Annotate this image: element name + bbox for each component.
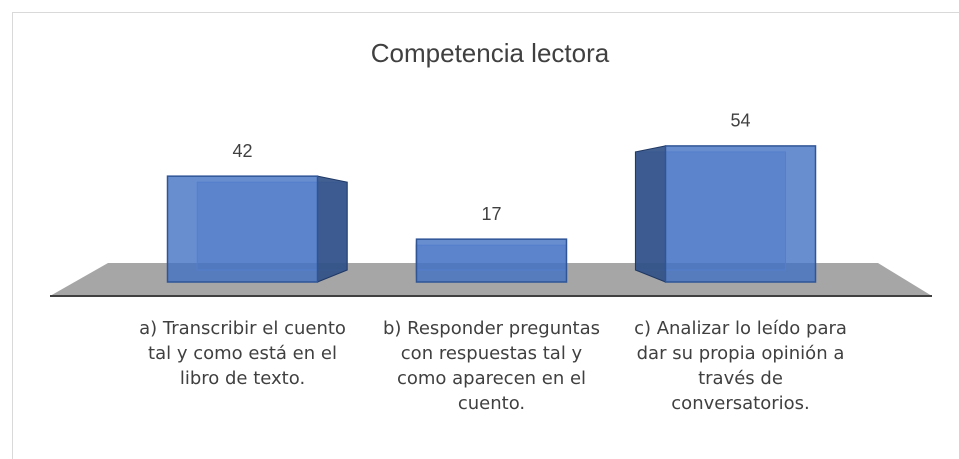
bar: [166, 175, 348, 283]
category-label: c) Analizar lo leído para dar su propia …: [634, 318, 847, 414]
category-label: b) Responder preguntas con respuestas ta…: [382, 318, 600, 414]
bar: [415, 238, 568, 283]
bar-front: [166, 175, 319, 283]
chart-border: [12, 12, 959, 459]
value-label: 17: [481, 204, 501, 224]
value-label: 42: [232, 141, 252, 161]
bar-front: [664, 145, 817, 283]
chart-title: Competencia lectora: [371, 38, 610, 68]
bar-side: [634, 145, 666, 283]
bar-side: [317, 175, 348, 283]
category-label: a) Transcribir el cuento tal y como está…: [139, 318, 346, 389]
bar-front: [415, 238, 568, 283]
value-label: 54: [730, 111, 750, 131]
bar: [634, 145, 817, 283]
